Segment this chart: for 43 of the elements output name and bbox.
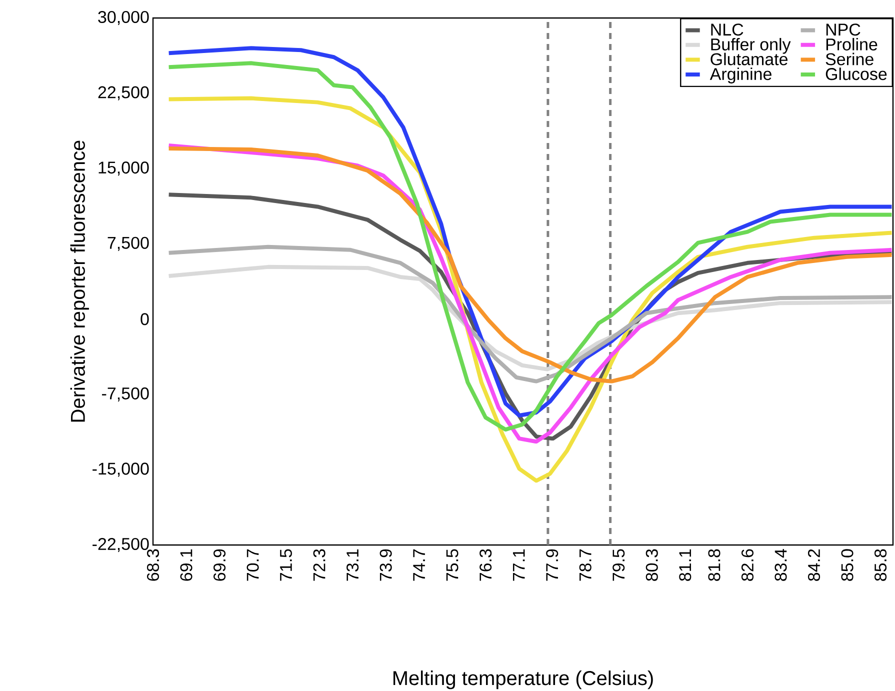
legend-label: Serine <box>826 52 874 66</box>
x-tick-label: 69.1 <box>180 549 192 581</box>
x-tick-label: 81.1 <box>679 549 692 581</box>
line-series <box>166 244 893 384</box>
x-tick-label: 78.7 <box>579 549 592 581</box>
legend-label: Arginine <box>710 68 772 84</box>
x-tick-label: 69.9 <box>214 549 226 581</box>
x-tick-label: 84.2 <box>808 549 820 581</box>
x-tick-label: 73.9 <box>380 549 392 581</box>
legend-label: Glucose <box>826 68 887 80</box>
x-tick-label: 75.5 <box>446 549 458 581</box>
legend-label: Buffer only <box>711 38 791 54</box>
x-axis-title: Melting temperature (Celsius) <box>393 670 653 690</box>
x-tick-label: 77.1 <box>512 549 525 581</box>
y-tick-label: -15,000 <box>92 462 149 477</box>
x-tick-label: 73.1 <box>346 549 359 581</box>
y-tick-label: 0 <box>140 313 149 326</box>
legend-label: Proline <box>826 38 878 50</box>
x-tick-label: 68.3 <box>146 549 160 581</box>
x-tick-label: 77.9 <box>546 549 558 581</box>
x-tick-label: 79.5 <box>612 549 625 581</box>
x-tick-label: 76.3 <box>480 549 492 581</box>
x-tick-label: 85.8 <box>874 549 887 581</box>
y-tick-label: 7,500 <box>108 236 149 251</box>
x-tick-label: 74.7 <box>413 549 425 581</box>
x-tick-label: 82.6 <box>741 549 754 581</box>
x-tick-label: 85.0 <box>841 549 854 581</box>
legend-label: NLC <box>711 24 744 36</box>
x-tick-label: 72.3 <box>313 549 326 581</box>
x-tick-label: 80.3 <box>646 549 658 581</box>
y-tick-label: 15,000 <box>98 162 149 176</box>
x-tick-label: 83.4 <box>774 549 787 581</box>
legend-label: NPC <box>826 24 860 36</box>
y-tick-label: 30,000 <box>98 10 149 26</box>
legend-label: Glutamate <box>710 52 788 66</box>
y-tick-label: -7,500 <box>102 387 149 402</box>
y-tick-label: -22,500 <box>92 538 149 552</box>
x-tick-label: 70.7 <box>246 549 259 581</box>
y-axis-title: Derivative reporter fluorescence <box>70 140 89 422</box>
x-tick-label: 71.5 <box>280 549 292 581</box>
line-series <box>166 146 893 384</box>
y-tick-label: 22,500 <box>98 86 149 100</box>
x-tick-label: 81.8 <box>708 549 720 581</box>
